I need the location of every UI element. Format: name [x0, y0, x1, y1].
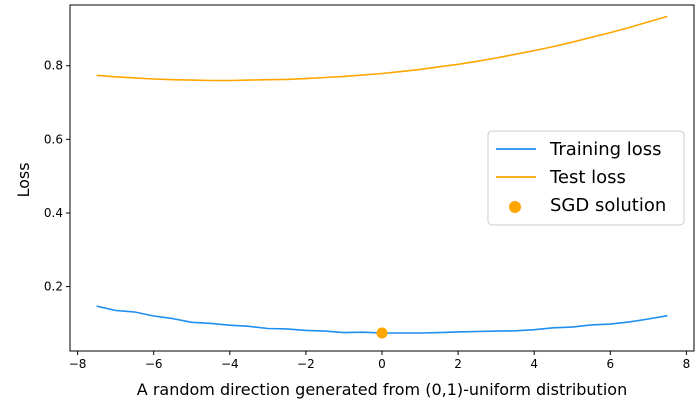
y-tick-label: 0.4	[44, 206, 63, 220]
x-tick-label: −8	[69, 357, 87, 371]
legend-label: Training loss	[549, 139, 662, 160]
legend-label: SGD solution	[550, 195, 666, 216]
legend-frame	[487, 130, 685, 226]
y-tick-label: 0.2	[44, 280, 63, 294]
x-tick-label: −2	[297, 357, 315, 371]
legend: Training loss Test loss SGD solution	[487, 130, 685, 226]
y-tick-label: 0.6	[44, 132, 63, 146]
x-tick-label: 0	[378, 357, 386, 371]
x-tick-label: −4	[221, 357, 239, 371]
plot-area	[96, 15, 668, 339]
x-tick-label: 6	[606, 357, 614, 371]
y-tick-label: 0.8	[44, 59, 63, 73]
x-tick-label: −6	[145, 357, 163, 371]
legend-label: Test loss	[549, 167, 626, 188]
axes: −8 −6 −4 −2 0 2 4 6 8 0.2 0.4 0.6 0.8	[44, 4, 695, 371]
test-loss-line	[96, 15, 668, 82]
x-axis-title: A random direction generated from (0,1)-…	[137, 380, 627, 399]
y-axis-title: Loss	[14, 162, 33, 197]
sgd-solution-point	[376, 327, 388, 339]
x-tick-label: 8	[683, 357, 691, 371]
x-tick-label: 2	[454, 357, 462, 371]
x-tick-label: 4	[530, 357, 538, 371]
legend-swatch-marker	[509, 201, 521, 213]
